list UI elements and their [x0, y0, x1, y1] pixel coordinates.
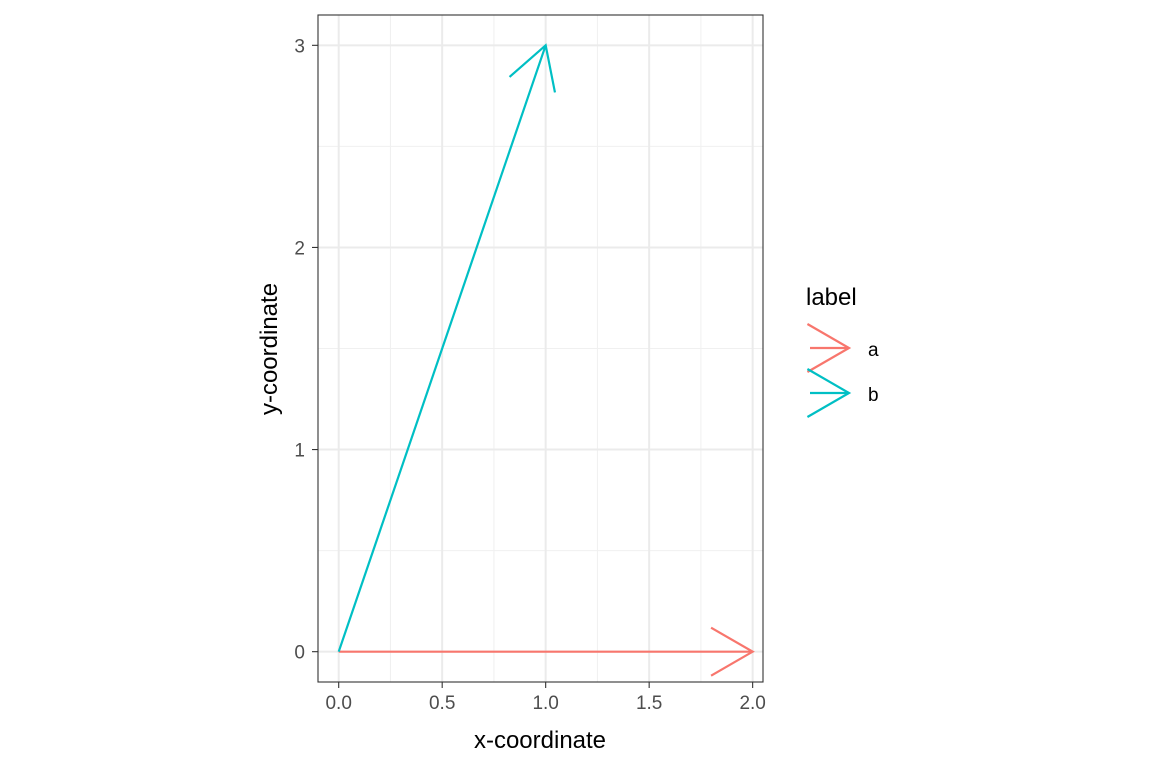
series-b-arrowhead: [508, 43, 557, 93]
series-layer: [337, 43, 755, 677]
y-axis-ticks: 0 1 2 3: [294, 36, 318, 664]
series-a-arrowhead: [710, 626, 755, 677]
legend-label-a: a: [868, 340, 879, 361]
grid-major: [318, 15, 763, 682]
legend-title: label: [806, 284, 857, 311]
y-tick-label: 1: [294, 441, 305, 462]
x-tick-label: 1.5: [636, 693, 662, 714]
series-b-segment: [337, 44, 547, 653]
grid-minor: [318, 15, 763, 682]
x-tick-label: 2.0: [739, 693, 765, 714]
x-tick-label: 0.0: [325, 693, 351, 714]
legend-keys: [806, 323, 852, 418]
x-tick-label: 0.5: [429, 693, 455, 714]
x-axis-ticks: 0.0 0.5 1.0 1.5 2.0: [325, 682, 766, 714]
y-axis-title: y-coordinate: [256, 283, 283, 415]
legend: label a b: [806, 284, 879, 418]
y-tick-label: 3: [294, 36, 305, 57]
x-tick-label: 1.0: [532, 693, 558, 714]
x-axis-title: x-coordinate: [474, 727, 606, 754]
y-tick-label: 2: [294, 238, 305, 259]
plot-border: [317, 14, 764, 683]
y-tick-label: 0: [294, 643, 305, 664]
legend-key-b-arrowhead: [806, 368, 852, 418]
legend-label-b: b: [868, 385, 879, 406]
legend-key-a-arrowhead: [806, 323, 852, 373]
